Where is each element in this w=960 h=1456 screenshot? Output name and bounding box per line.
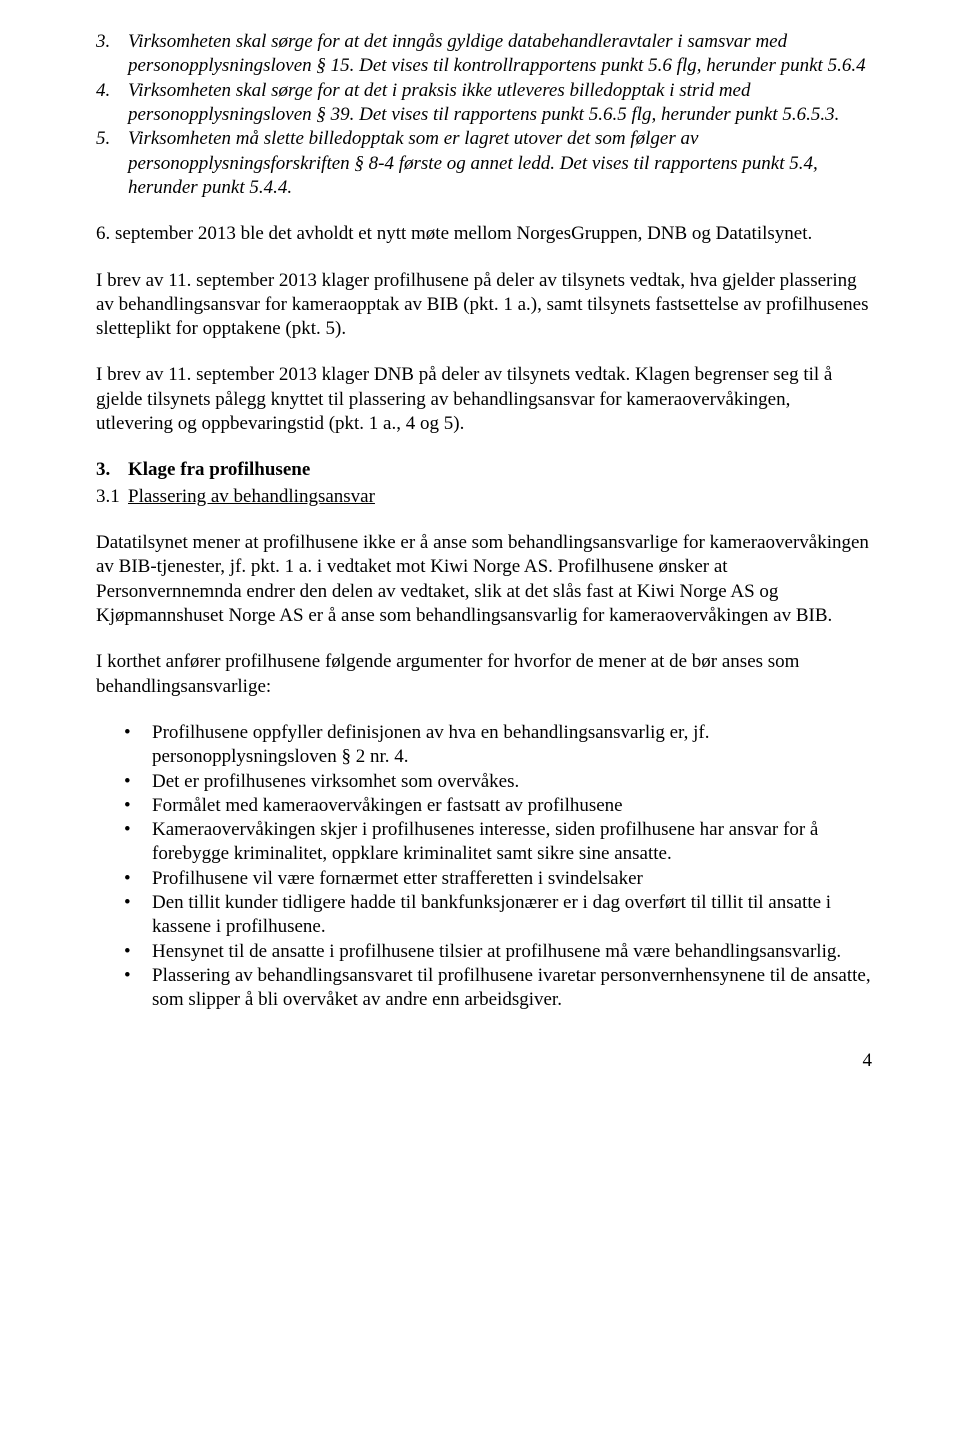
paragraph: 6. september 2013 ble det avholdt et nyt…	[96, 222, 872, 246]
section-subheading: 3.1 Plassering av behandlingsansvar	[96, 485, 872, 509]
numbered-item: Virksomheten skal sørge for at det i pra…	[128, 79, 872, 128]
bullet-item: Den tillit kunder tidligere hadde til ba…	[152, 891, 872, 940]
bullet-item: Profilhusene vil være fornærmet etter st…	[152, 867, 872, 891]
section-number: 3.	[96, 458, 110, 482]
bullet-item: Formålet med kameraovervåkingen er fasts…	[152, 794, 872, 818]
paragraph: I brev av 11. september 2013 klager prof…	[96, 269, 872, 342]
section-heading: 3. Klage fra profilhusene	[96, 458, 872, 482]
section-title: Klage fra profilhusene	[128, 459, 310, 480]
numbered-item: Virksomheten skal sørge for at det inngå…	[128, 30, 872, 79]
bullet-item: Profilhusene oppfyller definisjonen av h…	[152, 721, 872, 770]
numbered-item: Virksomheten må slette billedopptak som …	[128, 127, 872, 200]
paragraph: Datatilsynet mener at profilhusene ikke …	[96, 531, 872, 628]
paragraph: I korthet anfører profilhusene følgende …	[96, 650, 872, 699]
bullet-item: Plassering av behandlingsansvaret til pr…	[152, 964, 872, 1013]
bullet-list: Profilhusene oppfyller definisjonen av h…	[96, 721, 872, 1013]
bullet-item: Det er profilhusenes virksomhet som over…	[152, 770, 872, 794]
paragraph: I brev av 11. september 2013 klager DNB …	[96, 363, 872, 436]
subsection-title: Plassering av behandlingsansvar	[128, 486, 375, 507]
bullet-item: Hensynet til de ansatte i profilhusene t…	[152, 940, 872, 964]
bullet-item: Kameraovervåkingen skjer i profilhusenes…	[152, 818, 872, 867]
subsection-number: 3.1	[96, 485, 120, 509]
numbered-list: Virksomheten skal sørge for at det inngå…	[96, 30, 872, 200]
page-number: 4	[96, 1049, 872, 1073]
